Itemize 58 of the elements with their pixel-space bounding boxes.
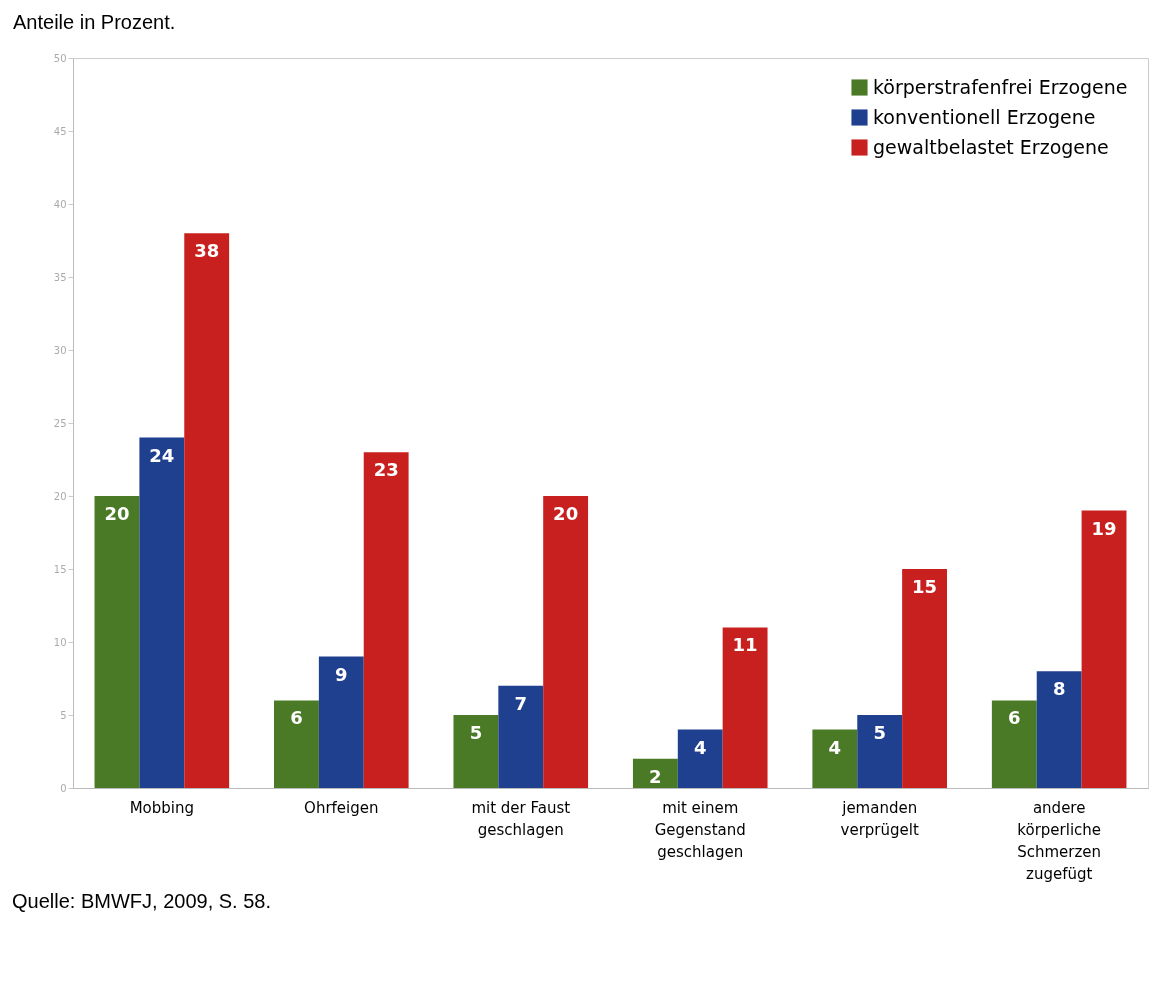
data-label: 9 bbox=[335, 663, 348, 685]
y-tick-label: 30 bbox=[53, 344, 67, 356]
bar bbox=[857, 715, 903, 788]
legend-label: körperstrafenfrei Erzogene bbox=[873, 75, 1128, 98]
data-label: 23 bbox=[373, 459, 399, 481]
bar bbox=[632, 758, 678, 788]
data-label: 4 bbox=[693, 736, 707, 758]
data-label: 20 bbox=[553, 503, 579, 524]
y-tick-label: 20 bbox=[53, 490, 67, 502]
data-label: 15 bbox=[912, 576, 938, 597]
bar bbox=[677, 729, 723, 788]
legend-label: gewaltbelastet Erzogene bbox=[873, 135, 1109, 158]
x-tick-label: jemanden verprügelt bbox=[840, 798, 919, 839]
data-label: 11 bbox=[732, 634, 758, 656]
x-tick-label: mit der Faust geschlagen bbox=[471, 798, 571, 839]
bar bbox=[498, 685, 544, 788]
y-tick-label: 40 bbox=[53, 198, 67, 210]
x-tick-label: Mobbing bbox=[129, 798, 195, 817]
data-label: 6 bbox=[1008, 707, 1021, 729]
x-tick-label: mit einem Gegenstand geschlagen bbox=[654, 798, 746, 861]
y-tick-label: 15 bbox=[53, 563, 67, 575]
data-label: 19 bbox=[1091, 517, 1117, 539]
data-label: 8 bbox=[1052, 678, 1066, 700]
y-tick-label: 45 bbox=[53, 125, 67, 137]
bar bbox=[184, 233, 230, 788]
bar bbox=[543, 496, 589, 788]
y-tick-label: 50 bbox=[53, 52, 67, 64]
legend-label: konventionell Erzogene bbox=[873, 105, 1096, 128]
bar bbox=[453, 715, 499, 788]
source-note: Quelle: BMWFJ, 2009, S. 58. bbox=[12, 890, 272, 913]
y-tick-label: 35 bbox=[53, 271, 67, 283]
y-tick-label: 10 bbox=[53, 636, 67, 648]
data-label: 5 bbox=[873, 722, 886, 743]
data-label: 2 bbox=[649, 765, 662, 787]
bar bbox=[812, 729, 858, 788]
x-tick-label: andere körperliche Schmerzen zugefügt bbox=[1017, 798, 1102, 883]
data-label: 4 bbox=[828, 736, 842, 758]
chart-title: Anteile in Prozent. bbox=[13, 11, 176, 33]
data-label: 38 bbox=[194, 240, 220, 262]
data-label: 5 bbox=[469, 722, 483, 743]
bar bbox=[722, 627, 768, 788]
bar bbox=[1036, 671, 1082, 788]
bar bbox=[991, 700, 1037, 788]
bar bbox=[139, 437, 185, 788]
y-tick-label: 5 bbox=[60, 709, 67, 721]
data-label: 20 bbox=[104, 503, 130, 524]
bar bbox=[902, 569, 947, 788]
bar bbox=[1081, 510, 1127, 788]
bar bbox=[318, 656, 364, 788]
y-tick-label: 25 bbox=[53, 417, 67, 429]
data-label: 7 bbox=[514, 692, 528, 714]
data-label: 24 bbox=[149, 444, 175, 466]
bar bbox=[274, 700, 319, 788]
x-tick-label: Ohrfeigen bbox=[304, 798, 379, 817]
y-tick-label: 0 bbox=[60, 782, 67, 794]
bar bbox=[94, 496, 140, 788]
data-label: 6 bbox=[290, 707, 303, 729]
bar bbox=[363, 452, 409, 788]
